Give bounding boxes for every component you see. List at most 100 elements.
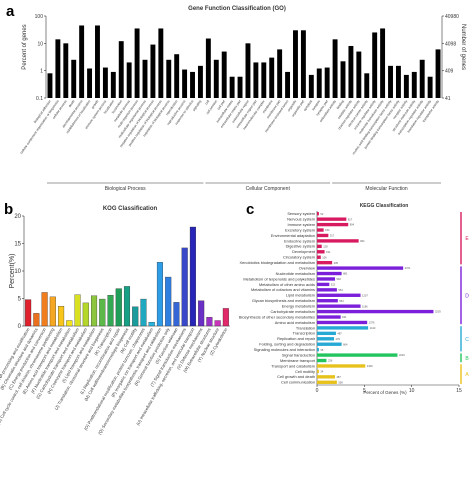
kog-bar	[107, 295, 114, 327]
kegg-bar	[317, 271, 342, 276]
kegg-x-tick-label: 0	[316, 388, 319, 394]
go-right-tick-label: 4098	[445, 41, 456, 47]
kog-bar	[165, 276, 172, 327]
kegg-category-label: Transport and catabolism	[271, 363, 315, 368]
kegg-category-label: Digestive system	[286, 244, 315, 249]
kegg-bar	[317, 353, 398, 357]
kegg-category-label: Overview	[299, 265, 315, 270]
kegg-bar	[317, 337, 335, 341]
go-bar	[118, 41, 124, 98]
go-chart-title: Gene Function Classification (GO)	[188, 6, 286, 12]
kog-bar	[82, 302, 89, 327]
kegg-category-label: Energy metabolism	[282, 304, 315, 309]
kog-bar	[99, 298, 106, 327]
kegg-value-label: 3203	[435, 310, 441, 314]
go-bar	[285, 71, 291, 98]
go-group-label: Cellular Component	[246, 186, 291, 192]
kegg-bar	[317, 375, 335, 379]
kog-bar	[181, 247, 188, 327]
kog-bar	[115, 288, 122, 327]
kegg-bar	[317, 212, 319, 216]
kegg-value-label: 106	[322, 255, 327, 259]
go-category-label: growth	[91, 99, 100, 109]
kegg-category-label: Biosynthesis of other secondary metaboli…	[239, 314, 315, 319]
go-bar	[182, 69, 188, 98]
go-category-label: organelle	[286, 99, 297, 112]
kog-bar	[198, 300, 205, 327]
kegg-bar	[317, 331, 336, 336]
kegg-value-label: 487	[337, 331, 342, 335]
kog-bar	[58, 306, 65, 327]
kog-bar	[132, 306, 139, 327]
go-y-axis-label: Percent of genes	[22, 24, 28, 69]
kog-bar	[222, 308, 229, 327]
kegg-group-label: D	[465, 293, 469, 299]
kog-y-axis-label: Percent(%)	[9, 253, 16, 288]
kog-bar	[140, 298, 147, 327]
kegg-value-label: 236	[328, 359, 333, 363]
go-category-label: cell	[204, 99, 210, 105]
kegg-category-label: Replication and repair	[277, 336, 316, 341]
go-bar	[388, 65, 393, 98]
kegg-value-label: 1376	[369, 321, 375, 325]
go-bar	[63, 43, 69, 98]
kog-bar	[148, 322, 155, 327]
go-bar	[372, 32, 378, 98]
go-bar	[158, 28, 164, 98]
go-bar	[340, 61, 346, 98]
go-bar	[55, 39, 61, 98]
kegg-bar	[317, 315, 341, 319]
kegg-value-label: 35	[320, 348, 323, 352]
kegg-chart-title: KEGG Classification	[360, 203, 409, 209]
kegg-group-label: E	[465, 236, 469, 242]
kegg-x-tick-label: 5	[363, 388, 366, 394]
go-right-tick-label: 409	[445, 69, 454, 75]
kegg-value-label: 664	[343, 342, 348, 346]
kegg-bar	[317, 347, 319, 352]
go-bar	[190, 71, 195, 98]
go-bar	[277, 49, 283, 98]
kegg-bar	[317, 309, 434, 314]
go-category-label: synapse	[311, 99, 321, 111]
go-right-tick-label: 40980	[445, 14, 459, 20]
kog-chart-title: KOG Classification	[103, 206, 158, 212]
go-bar	[419, 59, 425, 98]
go-category-label: death	[68, 99, 76, 108]
kog-bar	[123, 286, 131, 327]
kegg-value-label: 405	[334, 261, 339, 265]
go-bar	[142, 59, 148, 98]
kegg-value-label: 479	[336, 337, 341, 341]
kegg-value-label: 1329	[367, 364, 373, 368]
go-bar	[110, 71, 116, 98]
kegg-x-tick-label: 15	[456, 388, 462, 394]
kegg-bar	[317, 233, 329, 238]
kog-bar	[49, 296, 56, 327]
kog-y-tick-label: 20	[14, 214, 21, 220]
go-bar	[205, 38, 211, 98]
go-bar	[150, 44, 156, 98]
kegg-bar	[317, 293, 361, 297]
go-bar	[229, 76, 235, 98]
kegg-x-axis-label: Percent of Genes (%)	[363, 390, 407, 395]
kegg-category-label: Glycan biosynthesis and metabolism	[252, 298, 315, 303]
go-bar	[245, 43, 251, 98]
kegg-value-label: 317	[330, 234, 335, 238]
go-bar	[269, 57, 275, 98]
kog-classification-chart: b KOG Classification Percent(%) 0 5 10 15 20…	[0, 201, 230, 435]
go-category-label: binding	[336, 99, 345, 110]
kegg-value-label: 34	[320, 370, 323, 374]
kegg-category-label: Sensory system	[287, 211, 315, 216]
go-category-label: cellular component organization or bioge…	[19, 99, 60, 155]
kegg-category-label: Amino acid metabolism	[275, 320, 315, 325]
kegg-bar	[317, 222, 349, 227]
kegg-bar	[317, 304, 361, 308]
go-bar	[411, 71, 417, 98]
kegg-bar	[317, 358, 327, 363]
go-bar	[435, 49, 441, 98]
kegg-bar	[317, 282, 330, 287]
kog-bar	[74, 294, 81, 327]
kegg-bar	[317, 239, 359, 243]
kegg-value-label: 502	[336, 277, 341, 281]
kog-bar	[25, 299, 32, 327]
kegg-category-label: Circulatory system	[283, 255, 315, 260]
